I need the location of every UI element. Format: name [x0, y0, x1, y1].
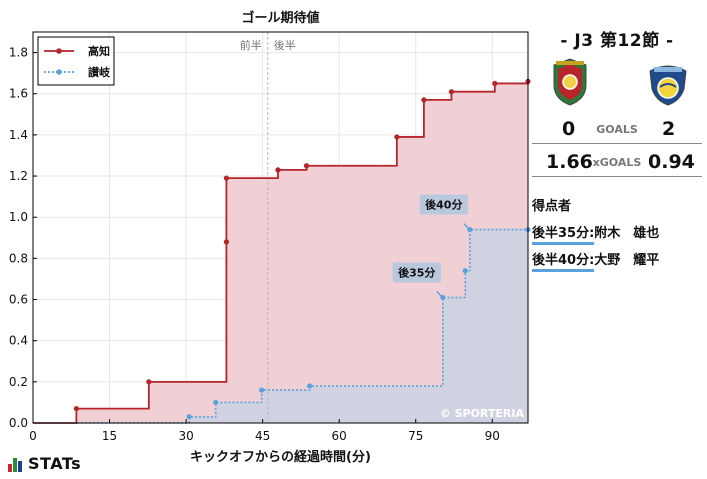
- y-tick-label: 1.4: [9, 128, 28, 142]
- y-tick-label: 0.0: [9, 416, 28, 430]
- data-point-0: [73, 405, 79, 412]
- first-half-label: 前半: [240, 38, 262, 52]
- data-point-0: [223, 239, 230, 245]
- chart-title: ゴール期待値: [241, 10, 319, 26]
- y-tick-label: 0.2: [9, 375, 28, 389]
- away-xgoals: 0.94: [648, 151, 695, 173]
- data-point-0: [421, 97, 427, 103]
- plot-frame: [32, 31, 529, 424]
- data-point-0: [275, 167, 281, 173]
- logo-text: STATs: [28, 454, 82, 473]
- team-crests: [532, 57, 702, 113]
- data-point-0: [492, 80, 498, 87]
- scorer-time: 後半35分:: [532, 226, 595, 245]
- y-tick-label: 1.6: [9, 87, 28, 101]
- legend-label-0: 高知: [88, 44, 110, 58]
- data-point-0: [303, 163, 310, 169]
- legend-label-1: 讃岐: [88, 65, 111, 79]
- annotation-label: 後35分: [398, 265, 435, 279]
- series-area-1: [33, 229, 528, 423]
- annotation-box: [392, 262, 441, 283]
- home-xgoals: 1.66: [546, 151, 593, 173]
- annotation-box: [419, 194, 468, 215]
- scorer-item: 後半35分:附木 雄也: [532, 222, 702, 245]
- annotation-pointer: [463, 223, 471, 231]
- y-tick-label: 1.0: [9, 210, 28, 224]
- y-tick-label: 0.6: [9, 293, 28, 307]
- x-tick-label: 90: [485, 429, 500, 443]
- x-tick-label: 15: [102, 429, 117, 443]
- xgoals-row: 1.66 xGOALS 0.94: [532, 148, 702, 177]
- data-point-1: [213, 399, 219, 406]
- scorer-name: 大野 耀平: [594, 253, 660, 268]
- data-point-0: [394, 134, 400, 140]
- data-point-1: [186, 414, 192, 420]
- scorer-name: 附木 雄也: [594, 226, 660, 241]
- match-panel: - J3 第12節 - 0 GOALS 2 1.66 xGOALS 0.94 得…: [532, 26, 702, 272]
- x-axis-label: キックオフからの経過時間(分): [190, 449, 371, 465]
- home-goals: 0: [562, 118, 576, 140]
- y-tick-label: 0.4: [9, 334, 28, 348]
- scorer-item: 後半40分:大野 耀平: [532, 249, 702, 272]
- xgoals-label: xGOALS: [592, 156, 642, 169]
- y-tick-label: 1.2: [9, 169, 28, 183]
- data-point-0: [146, 379, 152, 385]
- x-tick-label: 30: [178, 429, 193, 443]
- scorers-title: 得点者: [532, 199, 572, 214]
- x-tick-label: 75: [408, 429, 423, 443]
- legend-marker-0: [56, 48, 62, 54]
- stats-logo: STATs: [8, 456, 81, 472]
- x-tick-label: 60: [332, 429, 347, 443]
- second-half-label: 後半: [274, 38, 296, 52]
- goals-label: GOALS: [596, 123, 638, 136]
- home-team-crest-icon: [553, 58, 587, 106]
- y-tick-label: 1.8: [9, 46, 28, 60]
- legend-marker-1: [56, 69, 62, 75]
- watermark: © SPORTERIA: [440, 407, 525, 420]
- data-point-1: [306, 383, 313, 389]
- x-tick-label: 45: [255, 429, 270, 443]
- y-tick-label: 0.8: [9, 251, 28, 265]
- annotation-pointer: [436, 290, 444, 298]
- legend-box: [37, 36, 115, 86]
- goals-row: 0 GOALS 2: [532, 115, 702, 144]
- data-point-1: [462, 268, 468, 274]
- data-point-1: [259, 387, 265, 393]
- series-area-0: [33, 81, 528, 424]
- data-point-0: [223, 175, 230, 181]
- x-tick-label: 0: [29, 429, 37, 443]
- match-title: - J3 第12節 -: [560, 31, 674, 51]
- away-team-crest-icon: [649, 65, 687, 106]
- annotation-label: 後40分: [425, 198, 462, 212]
- bar-chart-icon: [8, 458, 22, 472]
- scorer-time: 後半40分:: [532, 253, 595, 272]
- away-goals: 2: [662, 118, 676, 140]
- data-point-0: [448, 89, 455, 95]
